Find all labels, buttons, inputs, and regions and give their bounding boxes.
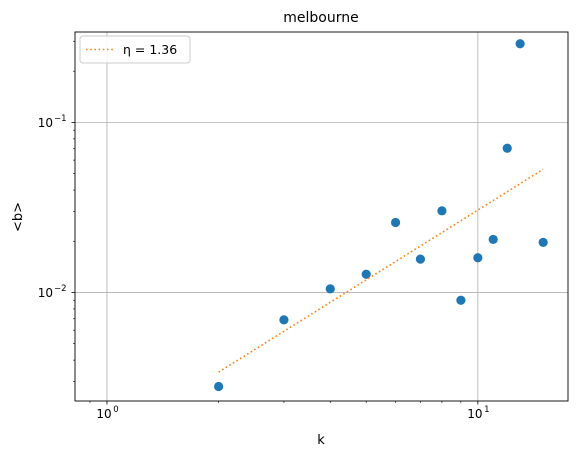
scatter-point (456, 295, 466, 305)
x-tick-label-exponent: 1 (484, 405, 489, 415)
chart-title: melbourne (283, 10, 358, 26)
legend-box (79, 35, 191, 64)
y-tick-label: 10 (38, 116, 53, 130)
x-tick-label-exponent: 0 (113, 405, 118, 415)
x-tick-label: 10 (96, 407, 111, 421)
scatter-point (361, 269, 371, 279)
scatter-point (437, 206, 447, 216)
scatter-point (214, 381, 224, 392)
scatter-point (488, 234, 498, 245)
scatter-point (279, 315, 289, 325)
series-layer (214, 39, 548, 392)
scatter-point (515, 39, 525, 49)
y-tick-label-exponent: −1 (54, 114, 67, 124)
axes-frame (74, 31, 569, 402)
scatter-point (415, 254, 426, 264)
scatter-point (325, 284, 335, 294)
y-tick-label: 10 (38, 286, 53, 300)
major-ticks: 10 0 10 110 −210 −1 (38, 114, 490, 421)
y-axis-label: <b> (11, 202, 26, 232)
y-tick-label-exponent: −2 (54, 284, 67, 294)
x-axis-label: k (317, 433, 325, 448)
x-tick-label: 10 (467, 407, 482, 421)
scatter-point (502, 143, 512, 153)
grid (75, 32, 568, 401)
scatter-point (473, 253, 483, 263)
legend-label: η = 1.36 (123, 42, 177, 57)
scatter-point (538, 237, 548, 247)
scatter-point (390, 217, 401, 228)
legend: η = 1.36 (79, 35, 191, 64)
fit-line (218, 168, 544, 373)
